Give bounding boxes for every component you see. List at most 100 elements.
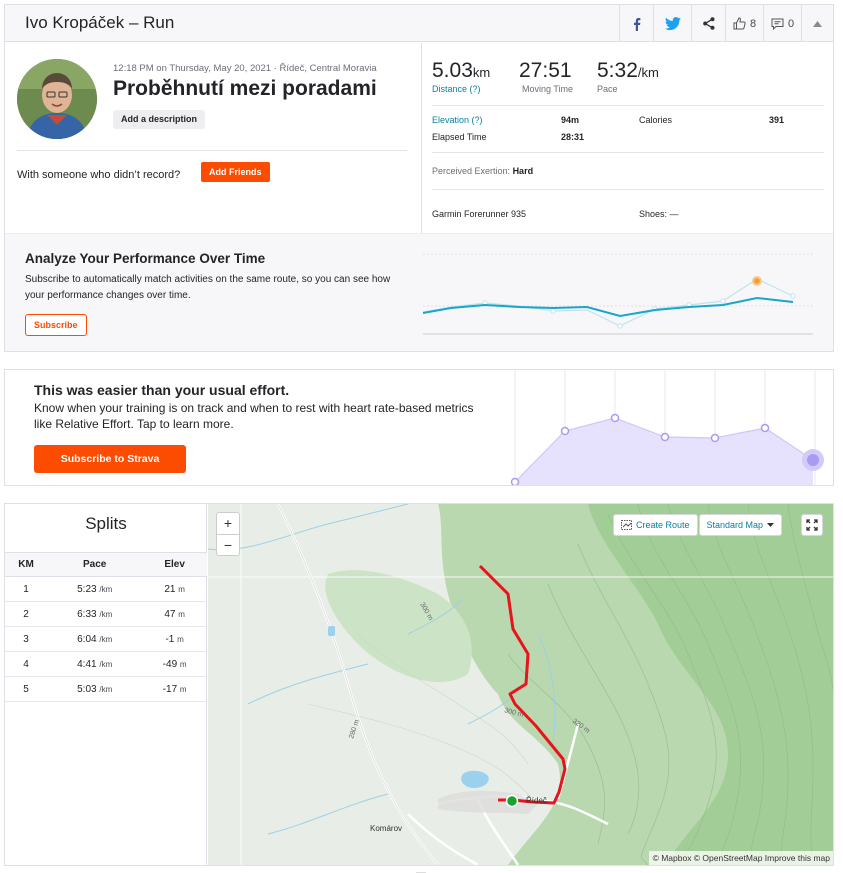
- split-elev: 47 m: [142, 601, 207, 627]
- elev-unit: m: [178, 609, 185, 619]
- map-style-dropdown[interactable]: Standard Map: [698, 514, 783, 536]
- pace-unit: /km: [637, 65, 659, 80]
- relative-effort-graphic: [510, 370, 824, 485]
- activity-title: Ivo Kropáček – Run: [25, 13, 175, 32]
- split-elev: 21 m: [142, 576, 207, 602]
- contour-label: 300 m: [503, 707, 524, 719]
- splits-title: Splits: [85, 514, 127, 533]
- elev-value: -49: [162, 658, 178, 670]
- map-canvas[interactable]: 300 m 300 m 320 m 280 m Řídeč Komárov: [208, 504, 834, 865]
- stat-distance: 5.03km Distance (?): [432, 59, 490, 94]
- effort-text: Know when your training is on track and …: [34, 401, 474, 431]
- add-friends-button[interactable]: Add Friends: [201, 162, 270, 182]
- performance-trend-graphic: [422, 253, 813, 335]
- activity-header: Ivo Kropáček – Run 8 0: [5, 5, 833, 42]
- subscribe-button[interactable]: Subscribe: [25, 314, 87, 336]
- elev-unit: m: [178, 584, 185, 594]
- pace-value: 5:23: [77, 583, 97, 595]
- zoom-in-button[interactable]: +: [223, 515, 233, 531]
- route-start-marker: [505, 794, 519, 808]
- shoes: Shoes: —: [639, 209, 679, 219]
- elev-value: 47: [164, 608, 176, 620]
- athlete-avatar[interactable]: [17, 59, 97, 139]
- resize-handle[interactable]: [0, 865, 843, 873]
- distance-label[interactable]: Distance (?): [432, 84, 481, 94]
- split-pace: 6:04 /km: [47, 626, 143, 652]
- kudos-button[interactable]: 8: [725, 5, 763, 42]
- calories-value: 391: [769, 115, 785, 125]
- stat-pace: 5:32/km Pace: [597, 59, 659, 94]
- device-name: Garmin Forerunner 935: [432, 209, 527, 219]
- pace-value: 5:32: [597, 59, 638, 82]
- kudos-count: 8: [749, 17, 757, 30]
- elev-value: -1: [165, 633, 175, 645]
- split-pace: 4:41 /km: [47, 651, 143, 677]
- share-icon: [702, 17, 714, 30]
- thumbs-up-icon: [733, 17, 746, 30]
- split-elev: -49 m: [142, 651, 207, 677]
- facebook-share-button[interactable]: [619, 5, 653, 42]
- split-pace: 5:23 /km: [47, 576, 143, 602]
- calories-label: Calories: [639, 115, 673, 125]
- elev-unit: m: [177, 634, 184, 644]
- splits-and-map-card: Splits KM Pace Elev 1 5:23 /km 21 m 2 6:…: [4, 503, 834, 866]
- split-km: 1: [5, 576, 48, 602]
- pace-unit: /km: [99, 634, 113, 644]
- relative-effort-upsell[interactable]: This was easier than your usual effort. …: [4, 369, 834, 486]
- zoom-out-button[interactable]: −: [217, 534, 239, 555]
- elevation-label[interactable]: Elevation (?): [432, 115, 483, 125]
- table-row: 5 5:03 /km -17 m: [5, 676, 207, 702]
- performance-title: Analyze Your Performance Over Time: [25, 251, 266, 266]
- fullscreen-button[interactable]: [801, 514, 823, 536]
- activity-details: 12:18 PM on Thursday, May 20, 2021 · Říd…: [5, 43, 421, 233]
- town-label-ridec: Řídeč: [526, 796, 547, 805]
- elev-value: 21: [164, 583, 176, 595]
- collapse-button[interactable]: [801, 5, 833, 42]
- share-button[interactable]: [691, 5, 725, 42]
- zoom-controls: + −: [216, 512, 240, 556]
- caret-down-icon: [767, 523, 775, 527]
- twitter-share-button[interactable]: [653, 5, 691, 42]
- with-someone-text: With someone who didn’t record?: [17, 169, 181, 181]
- pace-unit: /km: [99, 609, 113, 619]
- table-row: 4 4:41 /km -49 m: [5, 651, 207, 677]
- performance-text: Subscribe to automatically match activit…: [25, 274, 391, 301]
- column-header-pace: Pace: [47, 552, 143, 577]
- column-header-elev: Elev: [142, 552, 207, 577]
- split-elev: -17 m: [142, 676, 207, 702]
- comment-button[interactable]: 0: [763, 5, 801, 42]
- map-toolbar: Create Route Standard Map: [613, 514, 783, 536]
- town-label-komarov: Komárov: [370, 824, 402, 833]
- split-elev: -1 m: [142, 626, 207, 652]
- table-row: 2 6:33 /km 47 m: [5, 601, 207, 627]
- table-row: 1 5:23 /km 21 m: [5, 576, 207, 602]
- create-route-button[interactable]: Create Route: [613, 514, 698, 536]
- elev-unit: m: [179, 684, 187, 694]
- elev-unit: m: [179, 659, 187, 669]
- subscribe-to-strava-button[interactable]: Subscribe to Strava: [34, 445, 186, 473]
- divider: [432, 105, 824, 106]
- table-row: 3 6:04 /km -1 m: [5, 626, 207, 652]
- perceived-exertion: Perceived Exertion: Hard: [432, 166, 533, 176]
- activity-name: Proběhnutí mezi poradami: [113, 77, 377, 100]
- splits-panel: Splits KM Pace Elev 1 5:23 /km 21 m 2 6:…: [5, 504, 207, 865]
- elapsed-value: 28:31: [561, 132, 585, 142]
- header-actions: 8 0: [619, 5, 833, 42]
- add-description-button[interactable]: Add a description: [113, 110, 206, 129]
- split-km: 5: [5, 676, 48, 702]
- avatar-photo: [17, 59, 97, 139]
- create-route-label: Create Route: [636, 520, 690, 530]
- exertion-value: Hard: [512, 166, 534, 176]
- activity-datetime-location: 12:18 PM on Thursday, May 20, 2021 · Říd…: [113, 63, 377, 74]
- effort-title: This was easier than your usual effort.: [34, 382, 290, 398]
- route-map[interactable]: 300 m 300 m 320 m 280 m Řídeč Komárov + …: [208, 504, 834, 865]
- twitter-icon: [664, 16, 681, 30]
- split-pace: 6:33 /km: [47, 601, 143, 627]
- distance-unit: km: [472, 65, 491, 80]
- split-km: 3: [5, 626, 48, 652]
- exertion-label: Perceived Exertion:: [432, 166, 511, 176]
- divider: [17, 150, 407, 151]
- facebook-icon: [633, 17, 640, 31]
- map-attribution[interactable]: © Mapbox © OpenStreetMap Improve this ma…: [648, 851, 833, 865]
- shoes-value: —: [669, 209, 679, 219]
